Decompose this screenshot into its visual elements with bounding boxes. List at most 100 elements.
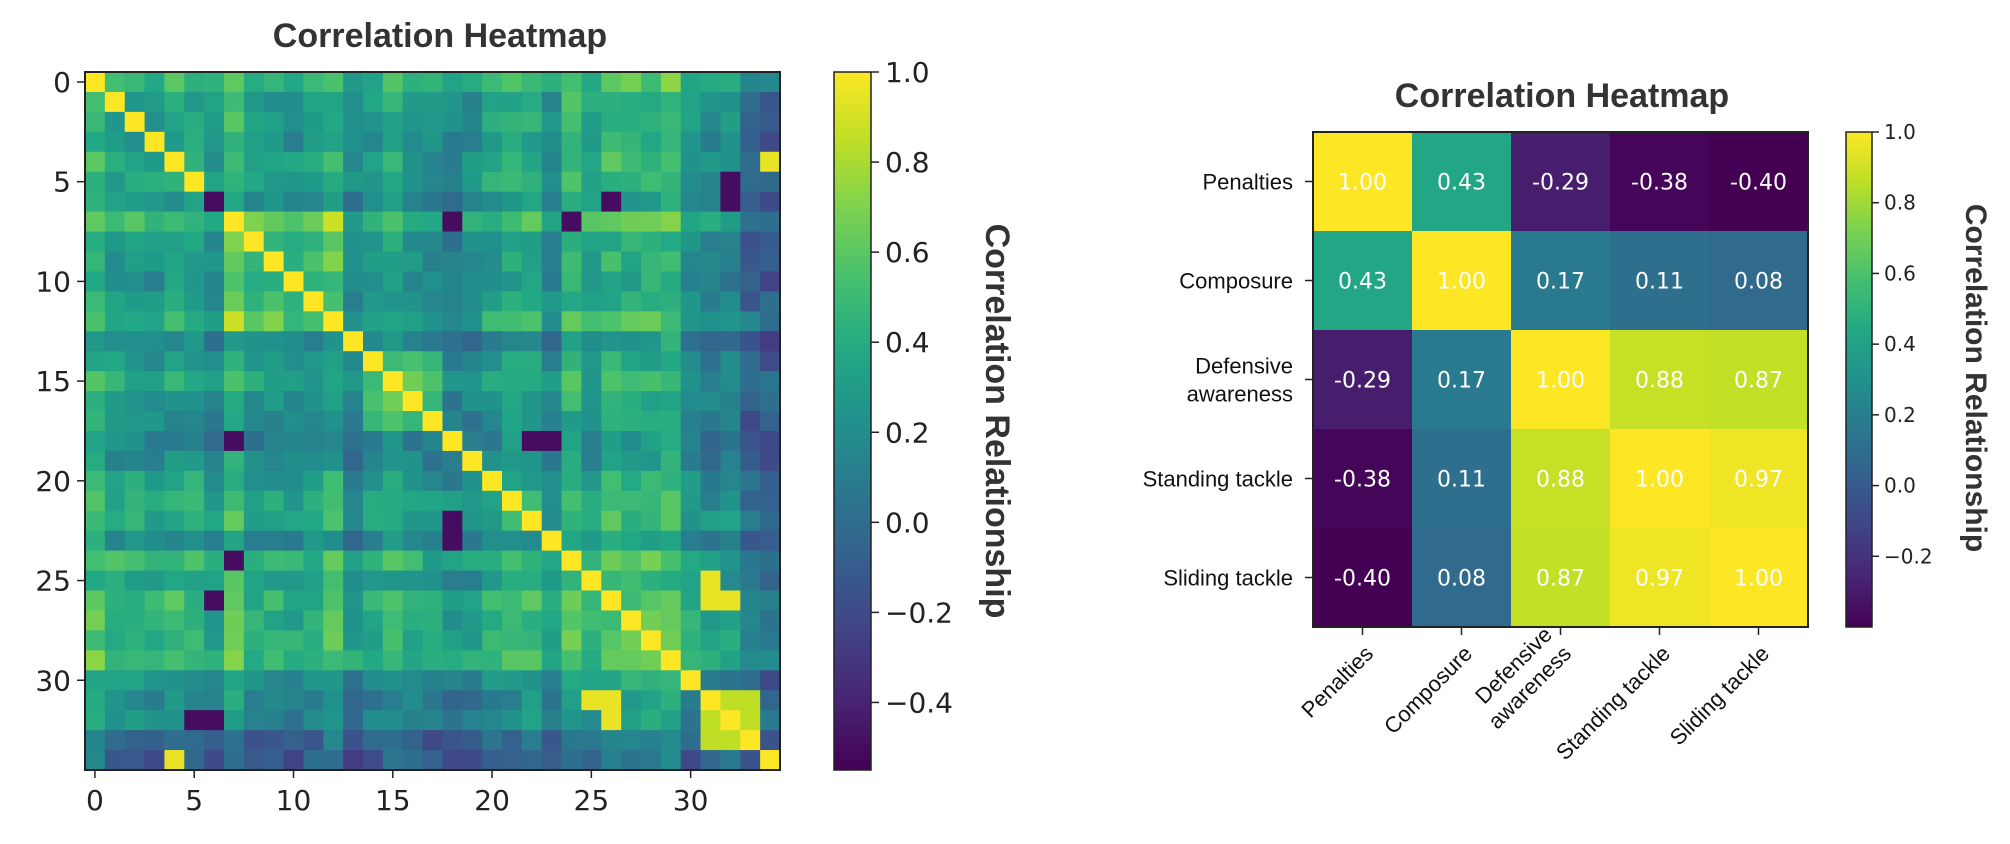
heatmap-cell [502, 630, 523, 651]
heatmap-cell [720, 730, 741, 751]
heatmap-cell [402, 510, 424, 532]
heatmap-cell [720, 710, 741, 731]
heatmap-cell [482, 550, 503, 572]
heatmap-cell [621, 171, 642, 193]
heatmap-cell [224, 510, 245, 532]
heatmap-cell [402, 570, 424, 592]
heatmap-cell [382, 72, 404, 93]
heatmap-cell [204, 690, 225, 711]
heatmap-cell [660, 670, 682, 691]
heatmap-cell [184, 111, 205, 133]
heatmap-cell [462, 311, 483, 332]
heatmap-cell [700, 450, 722, 472]
heatmap-cell [541, 371, 563, 392]
heatmap-cell [502, 291, 523, 312]
heatmap-cell [382, 351, 404, 372]
heatmap-cell [303, 610, 324, 631]
heatmap-cell [720, 430, 741, 452]
heatmap-cell [402, 670, 424, 691]
heatmap-cell [482, 211, 503, 233]
heatmap-cell [581, 470, 602, 492]
heatmap-cell [502, 650, 523, 671]
cell-value-label: 1.00 [1734, 567, 1783, 592]
heatmap-cell [740, 271, 761, 292]
heatmap-cell [521, 271, 543, 292]
heatmap-cell [601, 430, 622, 452]
heatmap-cell [760, 411, 781, 432]
heatmap-cell [462, 151, 483, 173]
heatmap-cell [303, 590, 324, 612]
heatmap-cell [641, 351, 662, 372]
cell-value-label: 0.88 [1635, 369, 1684, 394]
heatmap-cell [104, 570, 126, 592]
heatmap-cell [243, 510, 265, 532]
heatmap-cell [720, 311, 741, 332]
heatmap-cell [402, 72, 424, 93]
heatmap-cell [283, 630, 305, 651]
heatmap-cell [502, 750, 523, 771]
heatmap-cell [204, 411, 225, 432]
heatmap-cell [541, 271, 563, 292]
heatmap-cell [601, 510, 622, 532]
heatmap-cell [521, 191, 543, 213]
heatmap-cell [243, 91, 265, 113]
heatmap-cell [680, 151, 702, 173]
heatmap-cell [164, 710, 185, 731]
heatmap-cell [382, 231, 404, 253]
heatmap-cell [243, 311, 265, 332]
heatmap-cell [442, 750, 463, 771]
heatmap-cell [482, 191, 503, 213]
heatmap-cell [521, 610, 543, 631]
heatmap-cell [561, 450, 583, 472]
heatmap-cell [660, 690, 682, 711]
heatmap-cell [422, 470, 444, 492]
heatmap-cell [224, 371, 245, 392]
heatmap-cell [581, 91, 602, 113]
cell-value-label: 0.97 [1734, 468, 1783, 493]
cell-value-label: 0.43 [1437, 171, 1486, 196]
heatmap-cell [263, 151, 285, 173]
heatmap-cell [303, 151, 324, 173]
heatmap-cell [581, 630, 602, 651]
heatmap-cell [660, 450, 682, 472]
heatmap-cell [124, 690, 146, 711]
heatmap-cell [85, 730, 106, 751]
heatmap-cell [760, 650, 781, 671]
heatmap-cell [740, 750, 761, 771]
heatmap-cell [680, 710, 702, 731]
heatmap-cell [740, 630, 761, 651]
heatmap-cell [402, 490, 424, 512]
heatmap-cell [243, 590, 265, 612]
heatmap-cell [541, 391, 563, 412]
heatmap-cell [1709, 132, 1809, 232]
heatmap-cell [581, 550, 602, 572]
cell-value-label: -0.29 [1334, 369, 1391, 394]
heatmap-cell [85, 351, 106, 372]
heatmap-cell [85, 650, 106, 671]
heatmap-cell [740, 730, 761, 751]
heatmap-cell [323, 470, 344, 492]
heatmap-cell [760, 670, 781, 691]
heatmap-cell [184, 470, 205, 492]
heatmap-cell [402, 211, 424, 233]
heatmap-cell [561, 750, 583, 771]
heatmap-cell [541, 650, 563, 671]
heatmap-cell [641, 550, 662, 572]
heatmap-cell [164, 630, 185, 651]
heatmap-cell [85, 550, 106, 572]
y-tick-label: 30 [35, 664, 71, 697]
heatmap-cell [601, 211, 622, 233]
heatmap-cell [760, 211, 781, 233]
x-tick-label: 10 [276, 784, 312, 817]
heatmap-cell [621, 271, 642, 292]
heatmap-cell [541, 151, 563, 173]
heatmap-cell [700, 730, 722, 751]
heatmap-cell [382, 490, 404, 512]
heatmap-cell [621, 371, 642, 392]
heatmap-cell [323, 391, 344, 412]
heatmap-cell [422, 271, 444, 292]
heatmap-cell [521, 670, 543, 691]
heatmap-cell [382, 291, 404, 312]
heatmap-cell [422, 730, 444, 751]
heatmap-cell [422, 251, 444, 273]
